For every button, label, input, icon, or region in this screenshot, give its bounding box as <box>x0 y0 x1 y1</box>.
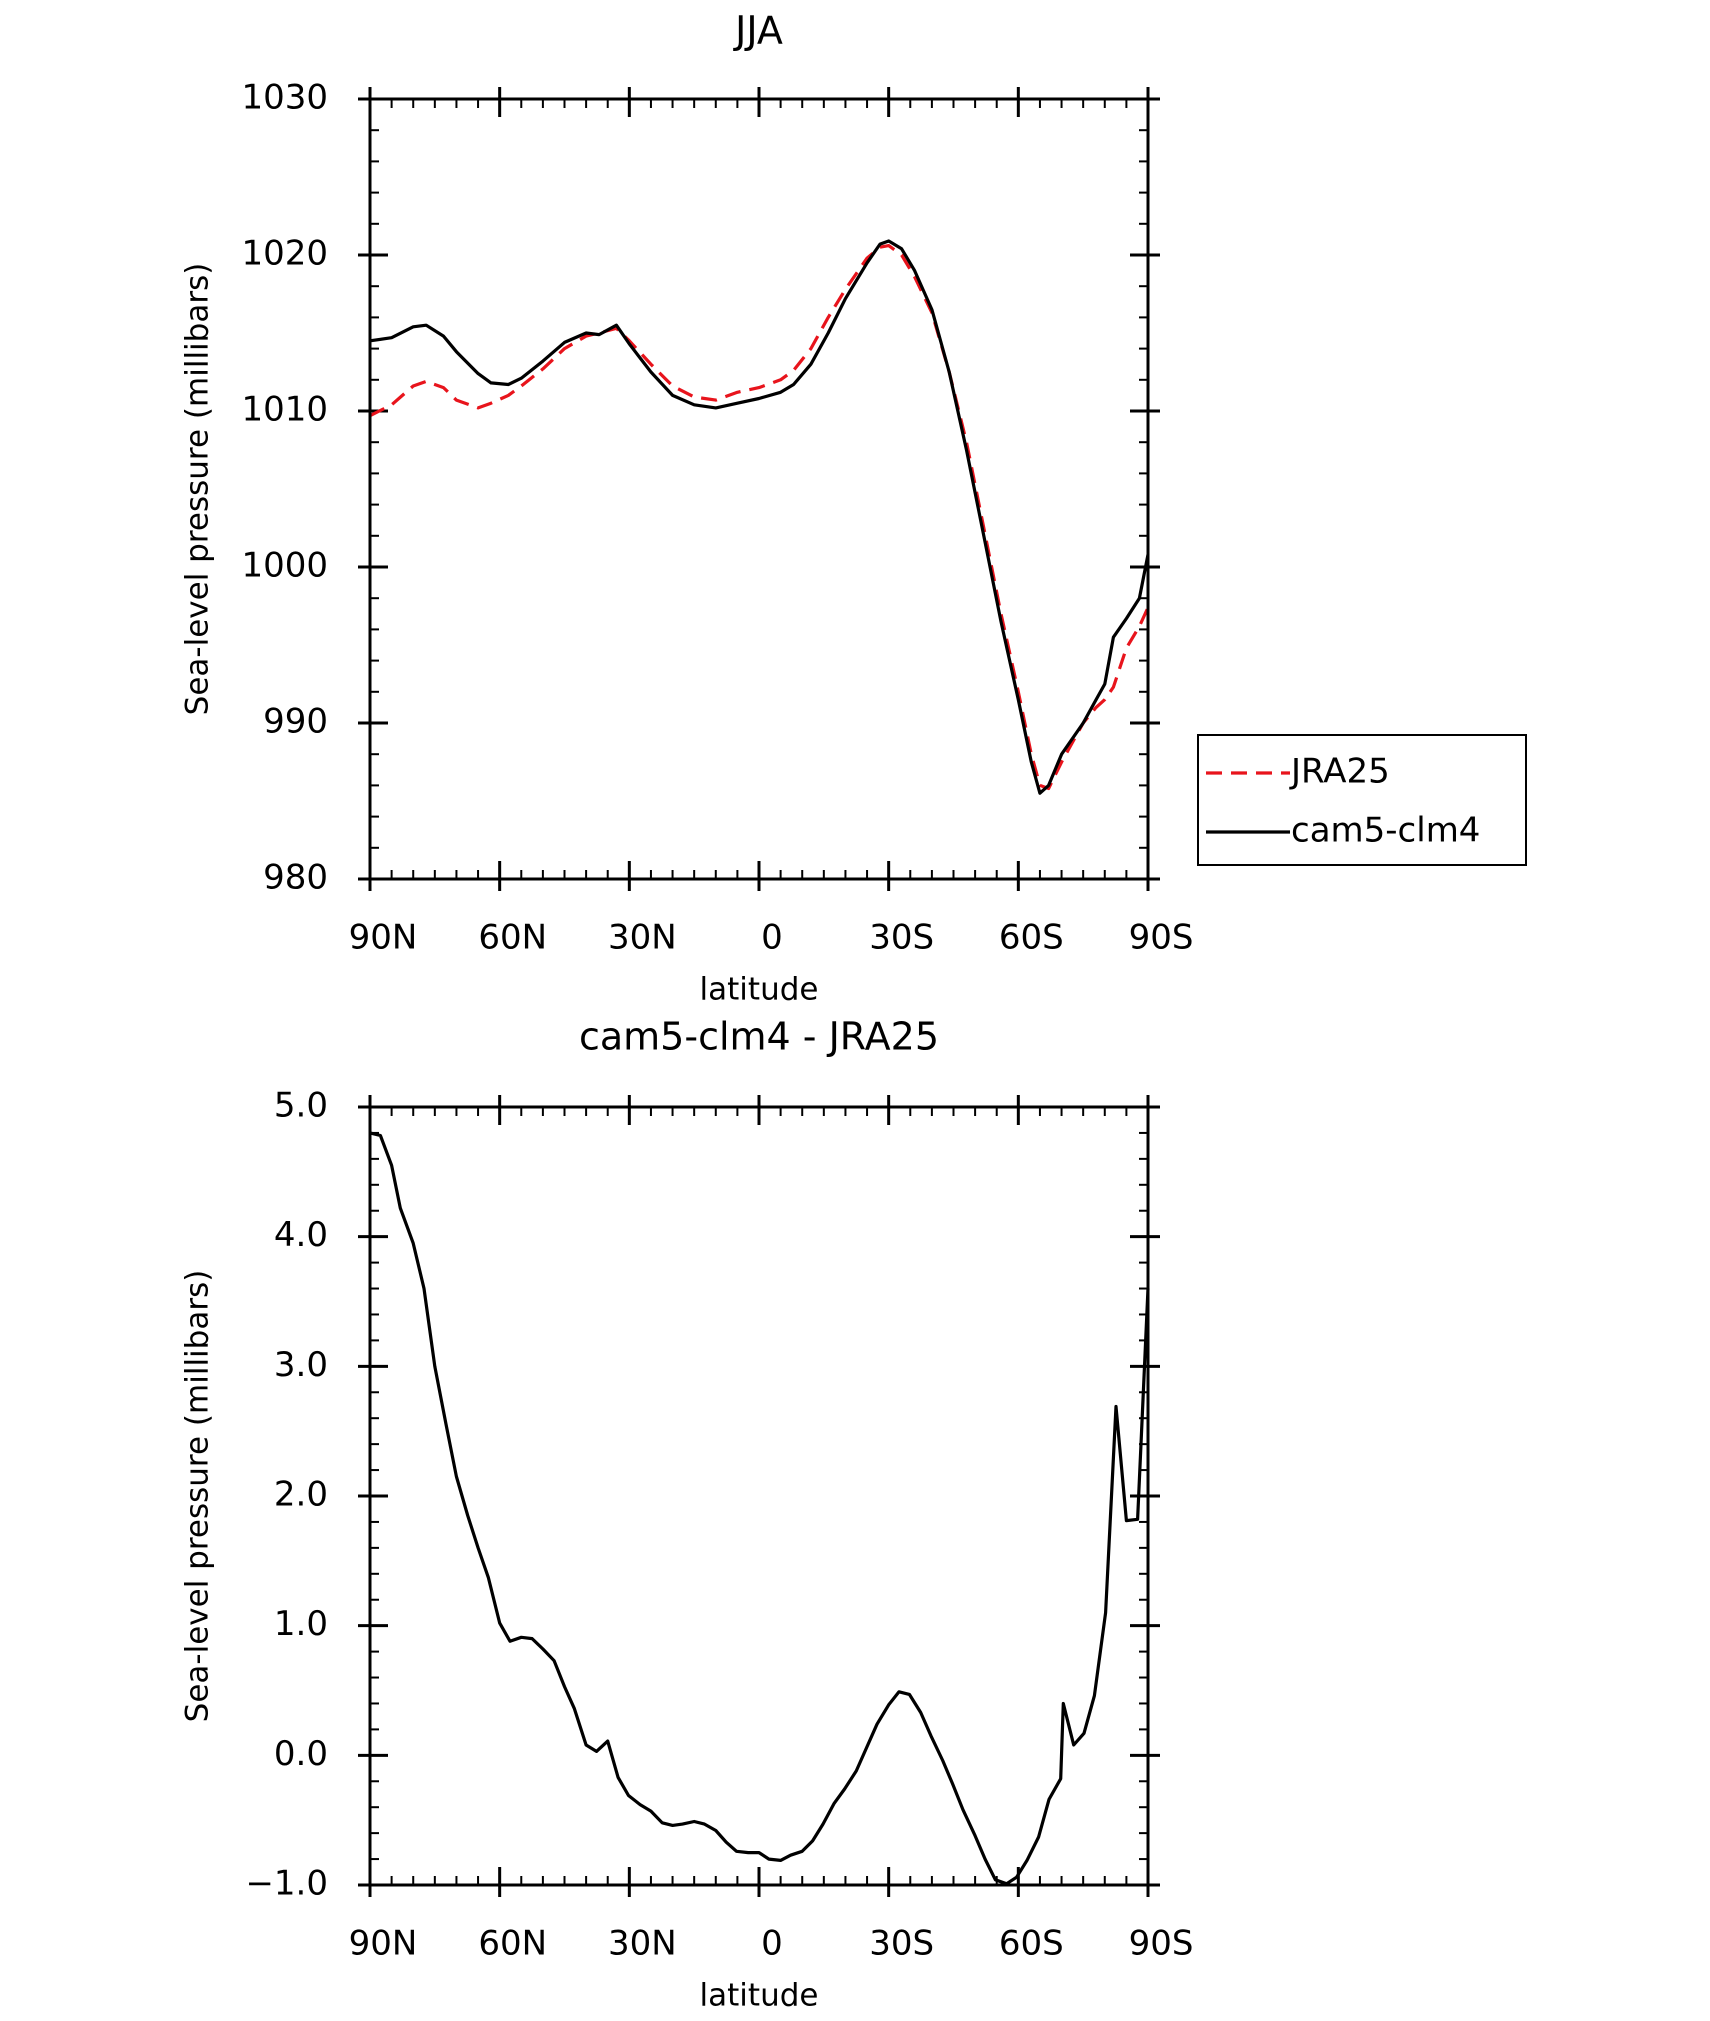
x-tick-label: 0 <box>761 1924 783 1964</box>
y-tick-label: 5.0 <box>274 1086 328 1126</box>
y-tick-label: 0.0 <box>274 1734 328 1774</box>
y-tick-label: 4.0 <box>274 1215 328 1255</box>
y-tick-label: 980 <box>263 858 328 898</box>
x-axis-label: latitude <box>700 1978 819 2014</box>
x-tick-label: 60S <box>999 918 1064 958</box>
y-tick-label: 1.0 <box>274 1604 328 1644</box>
y-tick-label: 3.0 <box>274 1345 328 1385</box>
x-tick-label: 60N <box>478 918 547 958</box>
plot-frame <box>368 1105 1150 1887</box>
chart-title: cam5-clm4 - JRA25 <box>579 1015 939 1059</box>
y-tick-label: −1.0 <box>245 1864 328 1904</box>
x-tick-label: 30N <box>608 1924 677 1964</box>
y-tick-label: 1020 <box>241 234 328 274</box>
chart-title: JJA <box>733 9 783 53</box>
plot-frame <box>368 97 1150 881</box>
legend-box <box>1197 734 1527 866</box>
y-axis-label: Sea-level pressure (millibars) <box>180 1270 216 1723</box>
legend-label: JRA25 <box>1289 752 1390 792</box>
data-line <box>369 244 1150 791</box>
legend-label: cam5-clm4 <box>1291 811 1480 851</box>
x-tick-label: 30N <box>608 918 677 958</box>
x-tick-label: 30S <box>869 1924 934 1964</box>
y-tick-label: 2.0 <box>274 1475 328 1515</box>
x-tick-label: 90S <box>1129 1924 1194 1964</box>
x-tick-label: 30S <box>869 918 934 958</box>
x-tick-label: 60N <box>478 1924 547 1964</box>
x-tick-label: 0 <box>761 918 783 958</box>
x-tick-label: 60S <box>999 1924 1064 1964</box>
y-tick-label: 1030 <box>241 78 328 118</box>
data-line <box>369 1131 1150 1886</box>
data-line <box>369 239 1150 795</box>
x-tick-label: 90N <box>349 1924 418 1964</box>
y-tick-label: 990 <box>263 702 328 742</box>
y-axis-label: Sea-level pressure (millibars) <box>180 263 216 716</box>
x-tick-label: 90N <box>349 918 418 958</box>
x-tick-label: 90S <box>1129 918 1194 958</box>
y-tick-label: 1010 <box>241 390 328 430</box>
x-axis-label: latitude <box>700 972 819 1008</box>
y-tick-label: 1000 <box>241 546 328 586</box>
